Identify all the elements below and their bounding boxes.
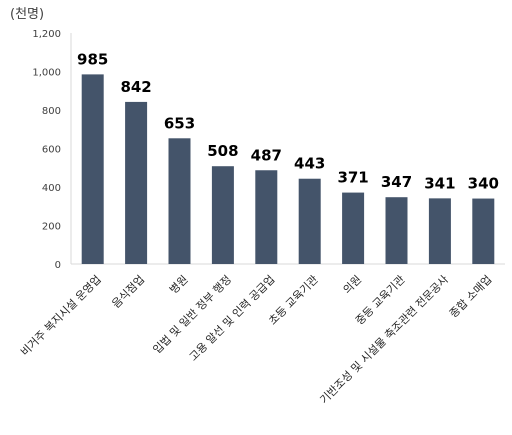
x-tick-label: 음식점업 <box>109 273 147 311</box>
y-tick-label: 400 <box>42 183 61 194</box>
x-tick-label: 종합 소매업 <box>447 273 494 320</box>
x-tick-label: 입법 및 일반 정부 행정 <box>150 272 234 356</box>
y-tick-label: 1,000 <box>32 68 61 79</box>
data-label: 341 <box>424 174 455 192</box>
data-label: 443 <box>294 155 325 173</box>
bar <box>472 198 495 264</box>
bar <box>125 101 148 264</box>
x-tick-label: 의원 <box>341 273 365 297</box>
y-tick-label: 800 <box>42 106 61 117</box>
bar <box>168 138 191 264</box>
y-tick-label: 600 <box>42 145 61 156</box>
data-label: 487 <box>251 146 282 164</box>
data-label: 508 <box>207 142 238 160</box>
data-label: 371 <box>337 169 368 187</box>
x-tick-label: 병원 <box>167 273 191 297</box>
bar <box>211 166 234 264</box>
bar <box>81 74 104 264</box>
bar <box>255 170 278 264</box>
data-label: 985 <box>77 50 108 68</box>
data-label: 653 <box>164 114 195 132</box>
data-label: 340 <box>468 175 499 193</box>
y-tick-label: 0 <box>55 260 61 271</box>
bar <box>428 198 451 264</box>
y-tick-label: 200 <box>42 222 61 233</box>
data-label: 347 <box>381 173 412 191</box>
bar <box>298 178 321 264</box>
x-tick-label: 고용 알선 및 인력 공급업 <box>186 272 277 363</box>
bar <box>342 192 365 264</box>
data-label: 842 <box>120 78 151 96</box>
x-tick-label: 비거주 복지시설 운영업 <box>18 273 104 359</box>
bar <box>385 197 408 264</box>
y-tick-label: 1,200 <box>32 29 61 40</box>
y-axis-unit-label: (천명) <box>10 7 44 22</box>
